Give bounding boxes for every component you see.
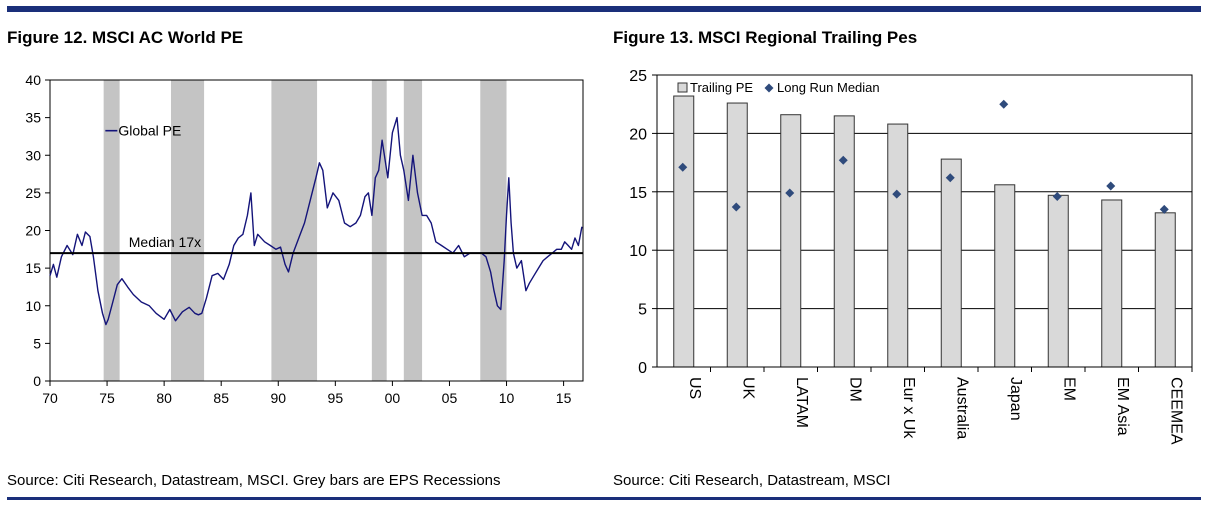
marker-long-run-median (838, 155, 848, 165)
top-rule (7, 6, 1201, 12)
recession-band-4 (371, 80, 387, 381)
figure13-chart: 0 5 10 15 20 25 US UK LATAM DM Eur x Uk Australia J… (629, 68, 1193, 445)
y-tick-label: 15 (629, 185, 647, 202)
y-tick-label: 15 (25, 260, 41, 276)
x-tick-label: Eur x Uk (900, 377, 917, 439)
marker-long-run-median (1106, 181, 1116, 191)
marker-long-run-median (1052, 191, 1062, 201)
bar-trailing-pe (940, 158, 962, 368)
x-tick-label: DM (846, 377, 863, 402)
recession-bands (103, 80, 507, 381)
y-tick-label: 20 (629, 126, 647, 143)
median-label: Median 17x (129, 234, 201, 250)
recession-band-1 (103, 80, 120, 381)
y-tick-label: 20 (25, 223, 41, 239)
marker-long-run-median (731, 202, 741, 212)
bar-trailing-pe (887, 123, 909, 368)
x-tick-label: EM Asia (1114, 377, 1131, 436)
y-tick-label: 0 (33, 373, 41, 389)
legend-label-trailing-pe: Trailing PE (690, 80, 753, 95)
bar-trailing-pe (726, 102, 748, 368)
x-tick-label: 85 (213, 390, 229, 406)
y-tick-label: 0 (638, 360, 647, 377)
y-tick-label: 10 (629, 243, 647, 260)
x-tick-label: 15 (556, 390, 572, 406)
figure13-title: Figure 13. MSCI Regional Trailing Pes (613, 28, 918, 47)
bar-trailing-pe (994, 184, 1016, 368)
bar-trailing-pe (1047, 194, 1069, 368)
bar-trailing-pe (1154, 212, 1176, 368)
x-tick-label: 75 (99, 390, 115, 406)
x-axis: 70 75 80 85 90 95 00 05 10 15 (42, 381, 572, 406)
marker-long-run-median (785, 188, 795, 198)
x-tick-label: 70 (42, 390, 58, 406)
long-run-median-markers (678, 99, 1169, 214)
trailing-pe-bars (673, 95, 1176, 368)
x-tick-label: 05 (442, 390, 458, 406)
x-axis-labels: US UK LATAM DM Eur x Uk Australia Japan EM EM As… (686, 367, 1193, 445)
legend-swatch-long-run-median (764, 83, 774, 93)
y-tick-label: 10 (25, 298, 41, 314)
marker-long-run-median (678, 162, 688, 172)
y-tick-label: 30 (25, 147, 41, 163)
recession-band-2 (170, 80, 205, 381)
plot-area (656, 74, 1193, 368)
x-tick-label: UK (739, 377, 756, 400)
y-tick-label: 25 (629, 68, 647, 85)
bar-trailing-pe (1101, 199, 1123, 368)
y-tick-label: 35 (25, 110, 41, 126)
marker-long-run-median (999, 99, 1009, 109)
legend-label-global-pe: Global PE (118, 123, 181, 139)
recession-band-6 (480, 80, 507, 381)
bar-trailing-pe (780, 114, 802, 368)
marker-long-run-median (892, 189, 902, 199)
x-tick-label: Australia (953, 377, 970, 439)
legend-swatch-trailing-pe (677, 82, 688, 93)
x-tick-label: 10 (499, 390, 515, 406)
global-pe-line (49, 116, 583, 326)
bar-trailing-pe (673, 95, 695, 368)
figure12-title: Figure 12. MSCI AC World PE (7, 28, 244, 47)
y-tick-label: 5 (638, 302, 647, 319)
x-tick-label: EM (1060, 377, 1077, 401)
x-tick-label: CEEMEA (1167, 377, 1184, 445)
bottom-rule (7, 497, 1201, 500)
y-tick-label: 25 (25, 185, 41, 201)
bar-trailing-pe (833, 115, 855, 368)
recession-band-5 (403, 80, 423, 381)
x-tick-label: US (686, 377, 703, 399)
x-tick-label: LATAM (793, 377, 810, 428)
x-tick-label: 90 (270, 390, 286, 406)
marker-long-run-median (1159, 204, 1169, 214)
y-tick-label: 40 (25, 72, 41, 88)
recession-band-3 (271, 80, 318, 381)
y-axis: 0 5 10 15 20 25 (629, 68, 657, 377)
marker-long-run-median (945, 173, 955, 183)
y-axis: 0 5 10 15 20 25 30 35 40 (25, 72, 50, 389)
x-tick-label: Japan (1007, 377, 1024, 421)
x-tick-label: 95 (328, 390, 344, 406)
legend: Trailing PE Long Run Median (677, 80, 880, 95)
figure13-source: Source: Citi Research, Datastream, MSCI (613, 472, 891, 489)
y-tick-label: 5 (33, 335, 41, 351)
figure12-source: Source: Citi Research, Datastream, MSCI.… (7, 472, 501, 489)
x-tick-label: 80 (156, 390, 172, 406)
x-tick-label: 00 (385, 390, 401, 406)
legend-label-long-run-median: Long Run Median (777, 80, 880, 95)
